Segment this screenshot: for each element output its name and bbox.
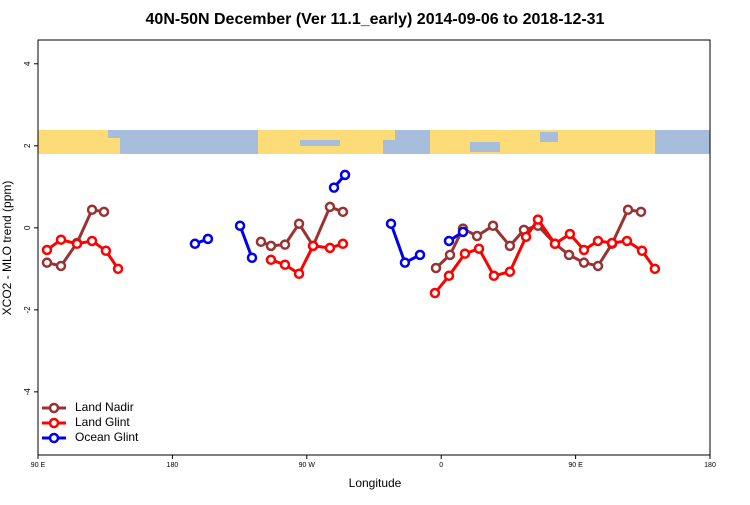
plot-frame: [37, 39, 711, 456]
data-point: [549, 238, 561, 250]
legend-marker: [48, 417, 60, 429]
x-tick-label: 180: [704, 462, 716, 469]
data-point: [592, 235, 604, 247]
data-point: [592, 260, 604, 272]
data-point: [265, 254, 277, 266]
data-point: [385, 218, 397, 229]
data-point: [86, 235, 98, 247]
y-tick-label: -2: [23, 306, 32, 314]
data-point: [444, 249, 456, 261]
y-tick-label: -4: [23, 388, 32, 396]
chart-title: 40N-50N December (Ver 11.1_early) 2014-0…: [146, 11, 605, 28]
data-point: [41, 257, 53, 268]
data-point: [635, 206, 647, 218]
data-point: [293, 218, 305, 229]
data-point: [86, 204, 98, 216]
data-point: [504, 240, 516, 252]
data-point: [399, 257, 411, 268]
legend-marker: [48, 402, 60, 414]
x-tick-label: 90 E: [568, 462, 583, 469]
data-point: [279, 239, 291, 250]
legend-label: Ocean Glint: [75, 430, 139, 444]
data-point: [532, 214, 544, 225]
data-point: [324, 242, 336, 254]
data-point: [414, 249, 426, 261]
legend-label: Land Nadir: [75, 400, 134, 414]
data-point: [578, 244, 590, 256]
data-point: [457, 226, 469, 238]
data-point: [98, 206, 110, 218]
data-point: [473, 243, 485, 254]
data-point: [429, 287, 441, 299]
data-point: [471, 230, 483, 242]
data-point: [337, 238, 349, 250]
data-point: [328, 182, 340, 193]
data-point: [606, 237, 618, 249]
data-point: [564, 228, 576, 240]
x-tick-label: 0: [439, 462, 443, 469]
series-line: [433, 216, 657, 294]
y-tick-label: 2: [23, 143, 32, 148]
data-point: [649, 263, 661, 275]
data-point: [279, 259, 291, 270]
data-point: [636, 245, 648, 257]
series-line: [238, 225, 254, 259]
data-point: [578, 257, 590, 268]
data-point: [246, 252, 258, 264]
data-point: [339, 169, 351, 181]
data-point: [487, 220, 499, 232]
data-point: [202, 233, 214, 245]
data-point: [307, 240, 319, 252]
data-point: [255, 236, 267, 248]
legend-label: Land Glint: [75, 415, 130, 429]
data-point: [55, 234, 67, 245]
data-point: [459, 248, 471, 259]
legend-marker: [48, 432, 60, 444]
data-point: [622, 204, 634, 216]
data-point: [234, 220, 246, 232]
data-point: [443, 235, 455, 247]
y-axis-label: XCO2 - MLO trend (ppm): [0, 181, 14, 316]
data-point: [112, 263, 124, 275]
y-tick-label: 0: [23, 225, 32, 230]
data-point: [71, 238, 83, 250]
x-axis-label: Longitude: [349, 476, 402, 490]
data-point: [504, 266, 516, 277]
map-strip: [38, 130, 710, 154]
data-point: [443, 270, 455, 282]
data-point: [563, 249, 575, 261]
data-point: [337, 206, 349, 218]
data-point: [488, 270, 500, 282]
data-point: [293, 268, 305, 279]
data-point: [430, 262, 442, 274]
x-tick-label: 90 W: [299, 462, 316, 469]
data-point: [55, 260, 67, 272]
y-tick-label: 4: [23, 61, 32, 66]
data-point: [189, 238, 201, 250]
data-point: [520, 231, 532, 243]
data-point: [265, 240, 277, 252]
data-point: [324, 201, 336, 213]
data-point: [41, 244, 53, 256]
data-point: [621, 235, 633, 247]
x-tick-label: 180: [167, 462, 179, 469]
x-tick-label: 90 E: [31, 462, 46, 469]
data-point: [100, 245, 112, 257]
